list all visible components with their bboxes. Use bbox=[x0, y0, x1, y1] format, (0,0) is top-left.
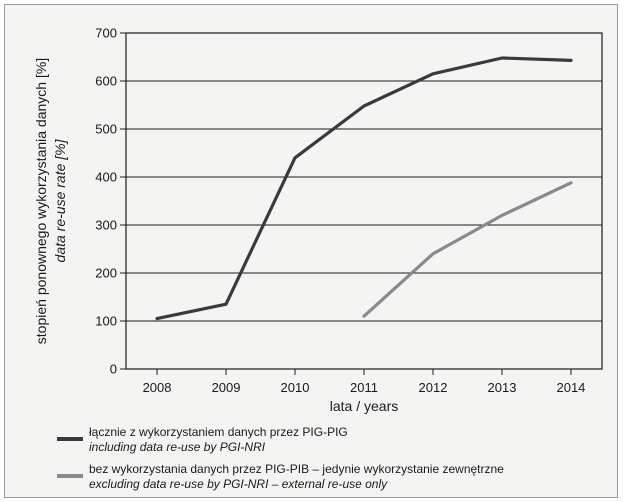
y-axis-ticks: 0 100 200 300 400 500 600 700 bbox=[95, 26, 126, 377]
x-axis-ticks: 2008 2009 2010 2011 2012 2013 2014 bbox=[143, 369, 585, 395]
y-tick-label: 100 bbox=[95, 314, 117, 329]
x-tick-label: 2008 bbox=[143, 380, 172, 395]
grid-lines bbox=[126, 80, 602, 322]
x-tick-label: 2012 bbox=[419, 380, 448, 395]
legend: łącznie z wykorzystaniem danych przez PI… bbox=[57, 425, 504, 491]
legend-label-series-1-english: including data re-use by PGI-NRI bbox=[89, 440, 266, 454]
series-line-1 bbox=[155, 56, 573, 321]
x-tick-label: 2009 bbox=[212, 380, 241, 395]
series-line-2 bbox=[362, 181, 573, 318]
y-tick-label: 500 bbox=[95, 122, 117, 137]
legend-label-series-2-english: excluding data re-use by PGI-NRI – exter… bbox=[89, 477, 388, 491]
y-axis-title-english: data re-use rate [%] bbox=[52, 138, 68, 262]
x-tick-label: 2014 bbox=[556, 380, 585, 395]
legend-label-series-1: łącznie z wykorzystaniem danych przez PI… bbox=[89, 425, 348, 439]
x-tick-label: 2011 bbox=[350, 380, 378, 395]
y-tick-label: 200 bbox=[95, 266, 117, 281]
y-axis-title: stopień ponownego wykorzystania danych [… bbox=[33, 58, 49, 344]
chart-figure: 0 100 200 300 400 500 600 700 2008 2009 2010 2011 2… bbox=[4, 4, 618, 498]
y-tick-label: 400 bbox=[95, 170, 117, 185]
x-tick-label: 2010 bbox=[281, 380, 310, 395]
y-tick-label: 600 bbox=[95, 74, 117, 89]
x-axis-title: lata / years bbox=[330, 398, 398, 414]
y-tick-label: 0 bbox=[110, 362, 117, 377]
series-lines bbox=[155, 56, 573, 321]
legend-label-series-2: bez wykorzystania danych przez PIG-PIB –… bbox=[89, 462, 504, 476]
y-tick-label: 700 bbox=[95, 26, 117, 41]
y-tick-label: 300 bbox=[95, 218, 117, 233]
x-tick-label: 2013 bbox=[488, 380, 517, 395]
